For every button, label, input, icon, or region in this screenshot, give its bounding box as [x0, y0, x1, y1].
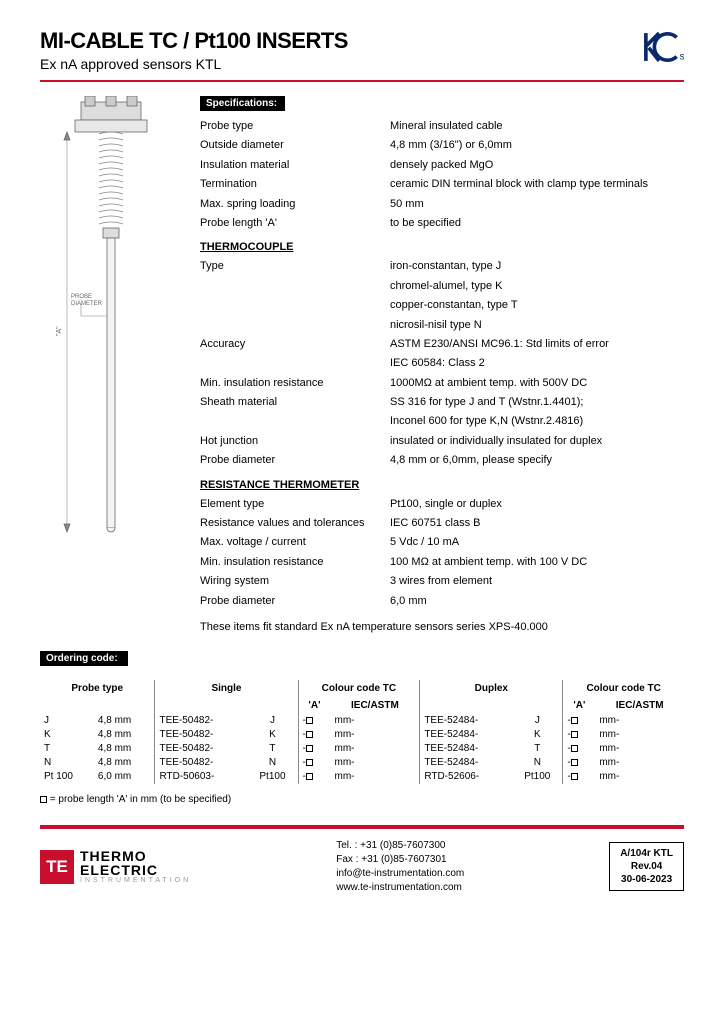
ordering-code-table: Probe type Single Colour code TC Duplex …: [40, 680, 684, 784]
spec-label: Wiring system: [200, 574, 390, 589]
page-subtitle: Ex nA approved sensors KTL: [40, 56, 348, 72]
spec-value: Inconel 600 for type K,N (Wstnr.2.4816): [390, 414, 684, 429]
ordering-note: = probe length 'A' in mm (to be specifie…: [40, 794, 684, 805]
spec-value: 50 mm: [390, 197, 684, 212]
ordering-code-heading: Ordering code:: [40, 651, 128, 666]
spec-value: iron-constantan, type J: [390, 259, 684, 274]
spec-label: Min. insulation resistance: [200, 376, 390, 391]
spec-label: Outside diameter: [200, 138, 390, 153]
thermocouple-heading: THERMOCOUPLE: [200, 241, 684, 253]
spec-label: Insulation material: [200, 158, 390, 173]
svg-text:DIAMETER: DIAMETER: [71, 301, 103, 307]
spec-label: Probe length 'A': [200, 216, 390, 231]
spec-label: Probe diameter: [200, 594, 390, 609]
spec-label: Accuracy: [200, 337, 390, 352]
spec-value: 6,0 mm: [390, 594, 684, 609]
spec-value: ceramic DIN terminal block with clamp ty…: [390, 177, 684, 192]
spec-label: [200, 414, 390, 429]
document-id-box: A/104r KTL Rev.04 30-06-2023: [609, 842, 684, 891]
table-row: K4,8 mmTEE-50482-K-mm-TEE-52484-K-mm-: [40, 728, 684, 742]
svg-text:PROBE: PROBE: [71, 294, 92, 300]
spec-value: Mineral insulated cable: [390, 119, 684, 134]
specifications-heading: Specifications:: [200, 96, 285, 111]
svg-text:s: s: [680, 51, 684, 62]
spec-label: Termination: [200, 177, 390, 192]
probe-diagram: "A" PROBE DIAMETER: [40, 96, 182, 633]
spec-label: Probe type: [200, 119, 390, 134]
spec-value: to be specified: [390, 216, 684, 231]
spec-value: 1000MΩ at ambient temp. with 500V DC: [390, 376, 684, 391]
spec-label: [200, 356, 390, 371]
spec-label: [200, 298, 390, 313]
fit-note: These items fit standard Ex nA temperatu…: [200, 621, 684, 633]
spec-value: SS 316 for type J and T (Wstnr.1.4401);: [390, 395, 684, 410]
spec-value: copper-constantan, type T: [390, 298, 684, 313]
contact-block: Tel. : +31 (0)85-7607300 Fax : +31 (0)85…: [336, 839, 464, 895]
spec-value: Pt100, single or duplex: [390, 497, 684, 512]
spec-label: Resistance values and tolerances: [200, 516, 390, 531]
table-row: N4,8 mmTEE-50482-N-mm-TEE-52484-N-mm-: [40, 756, 684, 770]
spec-value: IEC 60584: Class 2: [390, 356, 684, 371]
table-row: T4,8 mmTEE-50482-T-mm-TEE-52484-T-mm-: [40, 742, 684, 756]
kc-certification-mark: s: [640, 28, 684, 66]
page-title: MI-CABLE TC / Pt100 INSERTS: [40, 28, 348, 54]
header-rule: [40, 80, 684, 82]
spec-label: Hot junction: [200, 434, 390, 449]
table-row: J4,8 mmTEE-50482-J-mm-TEE-52484-J-mm-: [40, 714, 684, 728]
spec-label: Min. insulation resistance: [200, 555, 390, 570]
spec-label: Element type: [200, 497, 390, 512]
footer-rule: [40, 825, 684, 829]
spec-value: 100 MΩ at ambient temp. with 100 V DC: [390, 555, 684, 570]
spec-value: IEC 60751 class B: [390, 516, 684, 531]
table-row: Pt 1006,0 mmRTD-50603-Pt100-mm-RTD-52606…: [40, 770, 684, 784]
spec-label: Sheath material: [200, 395, 390, 410]
spec-label: Type: [200, 259, 390, 274]
spec-value: insulated or individually insulated for …: [390, 434, 684, 449]
spec-label: Probe diameter: [200, 453, 390, 468]
spec-value: chromel-alumel, type K: [390, 279, 684, 294]
company-logo: TE THERMO ELECTRIC INSTRUMENTATION: [40, 849, 191, 884]
spec-label: Max. spring loading: [200, 197, 390, 212]
resistance-thermometer-heading: RESISTANCE THERMOMETER: [200, 479, 684, 491]
spec-value: 3 wires from element: [390, 574, 684, 589]
spec-value: ASTM E230/ANSI MC96.1: Std limits of err…: [390, 337, 684, 352]
spec-value: 4,8 mm (3/16") or 6,0mm: [390, 138, 684, 153]
spec-value: densely packed MgO: [390, 158, 684, 173]
svg-text:"A": "A": [56, 326, 63, 336]
spec-label: Max. voltage / current: [200, 535, 390, 550]
spec-label: [200, 279, 390, 294]
spec-value: 5 Vdc / 10 mA: [390, 535, 684, 550]
spec-value: 4,8 mm or 6,0mm, please specify: [390, 453, 684, 468]
spec-label: [200, 318, 390, 333]
spec-value: nicrosil-nisil type N: [390, 318, 684, 333]
